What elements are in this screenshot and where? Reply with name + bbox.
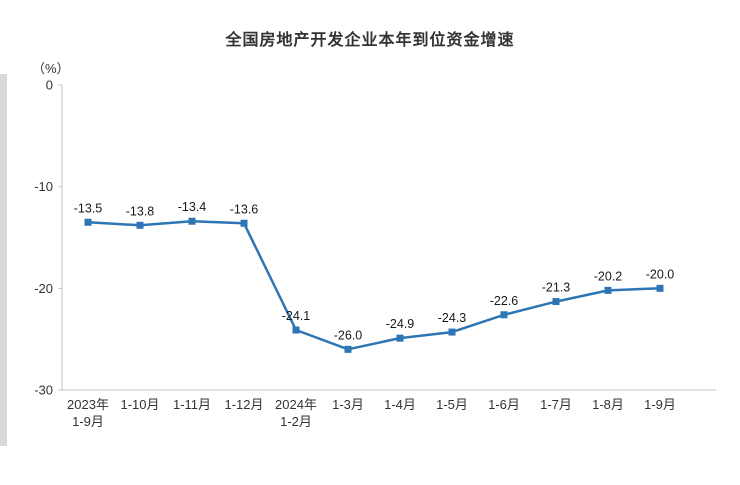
data-point-marker: [500, 311, 508, 319]
x-tick-label: 2024年 1-2月: [275, 397, 317, 429]
data-point-marker: [552, 298, 560, 306]
x-tick-label: 1-4月: [384, 397, 416, 412]
page-left-gutter: [0, 74, 7, 446]
x-tick-label: 1-10月: [120, 397, 159, 412]
data-point-marker: [448, 328, 456, 336]
y-tick-label: -10: [34, 179, 53, 194]
data-point-label: -13.4: [178, 200, 207, 214]
x-tick-label: 1-8月: [592, 397, 624, 412]
x-tick-label: 1-9月: [644, 397, 676, 412]
x-tick-label: 2023年 1-9月: [67, 397, 109, 429]
x-tick-label: 1-6月: [488, 397, 520, 412]
chart-title: 全国房地产开发企业本年到位资金增速: [225, 32, 515, 49]
data-point-label: -24.3: [438, 311, 467, 325]
data-point-label: -24.1: [282, 309, 311, 323]
data-point-label: -21.3: [542, 281, 571, 295]
data-point-label: -26.0: [334, 328, 363, 342]
x-tick-label: 1-11月: [173, 397, 211, 412]
series-line: [86, 219, 662, 351]
data-point-label: -20.0: [646, 267, 675, 281]
data-point-marker: [292, 326, 300, 334]
data-point-label: -13.5: [74, 201, 103, 215]
data-point-label: -22.6: [490, 294, 519, 308]
x-tick-label: 1-12月: [224, 397, 263, 412]
data-point-marker: [240, 219, 248, 227]
data-point-label: -13.6: [230, 202, 259, 216]
x-tick-label: 1-3月: [332, 397, 364, 412]
data-point-marker: [604, 286, 612, 294]
data-point-marker: [344, 345, 352, 353]
data-point-label: -20.2: [594, 269, 623, 283]
data-point-marker: [396, 334, 404, 342]
x-tick-label: 1-7月: [540, 397, 572, 412]
data-point-label: -24.9: [386, 317, 415, 331]
y-tick-label: -20: [34, 281, 53, 296]
data-point-marker: [188, 217, 196, 225]
data-point-marker: [656, 284, 664, 292]
y-tick-label: 0: [46, 78, 53, 93]
data-point-label: -13.8: [126, 204, 155, 218]
y-axis-unit-label: （%）: [32, 61, 70, 76]
x-tick-label: 1-5月: [436, 397, 468, 412]
y-tick-label: -30: [34, 383, 53, 398]
data-point-marker: [136, 221, 144, 229]
data-point-marker: [84, 218, 92, 226]
